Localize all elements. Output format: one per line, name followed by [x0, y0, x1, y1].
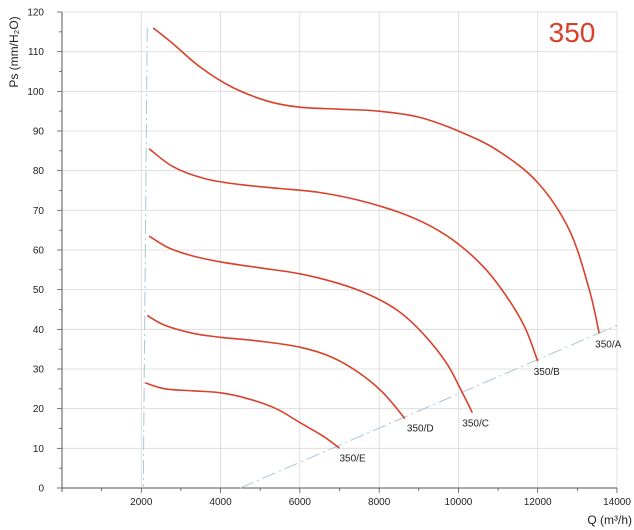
- operating-limit-line: [240, 324, 618, 489]
- curve-350-b: [148, 148, 539, 362]
- y-tick-label: 30: [33, 365, 45, 376]
- y-tick-label: 80: [33, 166, 45, 177]
- y-tick-label: 0: [38, 484, 44, 495]
- x-axis-title: Q (m³/h): [587, 513, 632, 527]
- curve-label-350-e: 350/E: [340, 453, 366, 464]
- y-axis-title: Ps (mm/H₂O): [7, 16, 21, 87]
- x-tick-label: 14000: [603, 497, 631, 508]
- x-tick-label: 12000: [524, 497, 552, 508]
- performance-curves: [145, 27, 600, 449]
- surge-limit-line: [142, 27, 148, 489]
- curve-label-350-d: 350/D: [407, 424, 434, 435]
- x-tick-label: 8000: [368, 497, 391, 508]
- chart-title: 350: [549, 17, 596, 48]
- y-tick-label: 90: [33, 127, 45, 138]
- curve-label-350-b: 350/B: [534, 367, 560, 378]
- curve-350-e: [145, 382, 340, 449]
- tick-labels: 0 10 20 30 40 50 60 70 80 90 100 110 120 2000 4000 6000…: [27, 8, 631, 509]
- axes: [57, 11, 618, 493]
- y-tick-label: 110: [28, 47, 44, 58]
- y-tick-label: 70: [33, 206, 45, 217]
- y-tick-label: 20: [33, 404, 45, 415]
- x-tick-label: 4000: [209, 497, 232, 508]
- gridlines: [62, 11, 618, 488]
- curve-label-350-a: 350/A: [595, 339, 621, 350]
- curve-350-c: [148, 235, 474, 413]
- y-tick-label: 120: [27, 8, 44, 19]
- x-tick-label: 6000: [289, 497, 312, 508]
- curve-350-a: [152, 27, 600, 334]
- y-tick-label: 10: [33, 444, 45, 455]
- y-tick-label: 60: [33, 246, 45, 257]
- auxiliary-lines: [142, 27, 618, 489]
- curve-labels: 350/A 350/B 350/C 350/D 350/E: [340, 339, 622, 464]
- x-tick-label: 2000: [130, 497, 153, 508]
- y-tick-label: 100: [27, 87, 44, 98]
- x-tick-label: 10000: [445, 497, 473, 508]
- curve-350-d: [146, 314, 406, 420]
- y-tick-label: 50: [33, 285, 45, 296]
- y-tick-label: 40: [33, 325, 45, 336]
- curve-label-350-c: 350/C: [462, 419, 489, 430]
